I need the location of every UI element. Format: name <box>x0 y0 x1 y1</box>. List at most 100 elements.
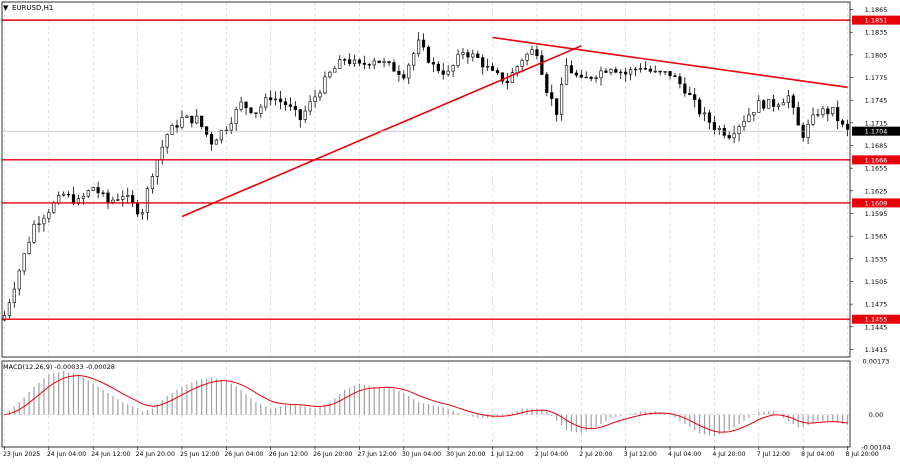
candle <box>762 100 766 109</box>
candle <box>683 83 687 94</box>
candle <box>303 110 307 120</box>
candle <box>150 176 154 189</box>
level-tag <box>852 155 900 165</box>
candle <box>234 109 238 124</box>
time-tick-label: 4 Jul 20:00 <box>712 451 745 458</box>
candle <box>737 126 741 134</box>
candle <box>205 126 209 135</box>
candle <box>569 65 574 74</box>
candle <box>446 70 450 75</box>
candle <box>352 59 357 64</box>
candle <box>579 74 583 78</box>
time-tick-label: 24 Jun 04:00 <box>47 451 86 458</box>
candle <box>175 125 179 128</box>
price-tick-label: 1.1595 <box>865 210 888 218</box>
price-axis: 1.1865 1.1835 1.1805 1.1775 1.1745 1.1715 1.16… <box>850 6 891 452</box>
candle <box>426 46 431 63</box>
candle <box>62 193 66 196</box>
candle <box>836 107 840 122</box>
candle <box>367 64 371 66</box>
macd-label: MACD(12,26,9) -0.00033 -0.00028 <box>3 363 115 371</box>
macd-tick-label: 0.00 <box>869 411 883 419</box>
candle <box>594 77 598 79</box>
candle <box>599 70 603 79</box>
price-tick-label: 1.1445 <box>865 323 888 331</box>
candles <box>2 32 850 321</box>
price-tick-label: 1.1775 <box>865 74 888 82</box>
candle <box>658 70 662 73</box>
candle <box>619 71 623 74</box>
candle <box>555 98 559 115</box>
candle <box>259 106 263 114</box>
candle <box>278 98 283 103</box>
candle <box>821 108 825 115</box>
candle <box>727 135 731 139</box>
candle <box>609 69 613 73</box>
candle <box>624 71 628 75</box>
candle <box>372 60 376 66</box>
candle <box>481 57 485 68</box>
candle <box>57 194 61 204</box>
trendline <box>492 36 848 89</box>
candle <box>96 187 100 194</box>
price-tick-label: 1.1715 <box>865 119 888 127</box>
candle <box>145 188 150 213</box>
candle <box>629 69 633 75</box>
candle <box>574 72 578 76</box>
price-tick-label: 1.1415 <box>865 346 888 354</box>
candle <box>32 223 36 243</box>
candle <box>397 70 401 75</box>
price-tags: 1.1851 1.1666 1.1609 1.1455 1.1704 <box>2 15 900 324</box>
time-tick-label: 26 Jun 20:00 <box>313 451 352 458</box>
level-tag <box>852 198 900 208</box>
support-resistance-levels[interactable] <box>2 19 850 320</box>
candle <box>135 202 140 215</box>
trendlines[interactable] <box>181 36 848 218</box>
candle <box>505 80 509 83</box>
candle <box>712 122 717 130</box>
time-tick-label: 4 Jul 04:00 <box>668 451 701 458</box>
candle <box>461 52 465 55</box>
candle <box>633 68 638 71</box>
candle <box>466 52 470 58</box>
candle <box>338 59 342 69</box>
candle <box>254 112 258 114</box>
candle <box>786 95 790 103</box>
candle <box>17 270 21 290</box>
time-tick-label: 30 Jun 04:00 <box>402 451 441 458</box>
time-tick-label: 3 Jul 12:00 <box>624 451 657 458</box>
candle <box>229 123 233 131</box>
candle <box>668 71 672 77</box>
candle <box>486 66 490 68</box>
candle <box>165 134 169 148</box>
candle <box>781 102 786 106</box>
price-tick-label: 1.1475 <box>865 301 888 309</box>
current-price-label: 1.1704 <box>865 128 888 136</box>
price-tick-label: 1.1745 <box>865 97 888 105</box>
candle <box>274 98 278 101</box>
symbol-label: EURUSD,H1 <box>12 4 53 12</box>
candle <box>343 59 347 61</box>
candle <box>441 70 445 75</box>
candle <box>722 128 726 136</box>
candle <box>214 139 219 145</box>
price-tick-label: 1.1805 <box>865 51 888 59</box>
time-tick-label: 27 Jun 12:00 <box>357 451 396 458</box>
time-tick-label: 1 Jul 12:00 <box>491 451 524 458</box>
candle <box>673 75 677 78</box>
candle <box>209 133 214 145</box>
candle <box>392 62 396 72</box>
candle <box>12 288 16 303</box>
candle <box>456 54 460 66</box>
level-tag-label: 1.1851 <box>865 17 888 25</box>
candle <box>116 199 120 201</box>
candle <box>732 133 736 139</box>
candle <box>313 96 317 102</box>
candle <box>71 194 76 204</box>
candle <box>431 62 435 65</box>
candle <box>382 61 386 64</box>
candle <box>515 66 519 74</box>
candle <box>323 76 327 94</box>
